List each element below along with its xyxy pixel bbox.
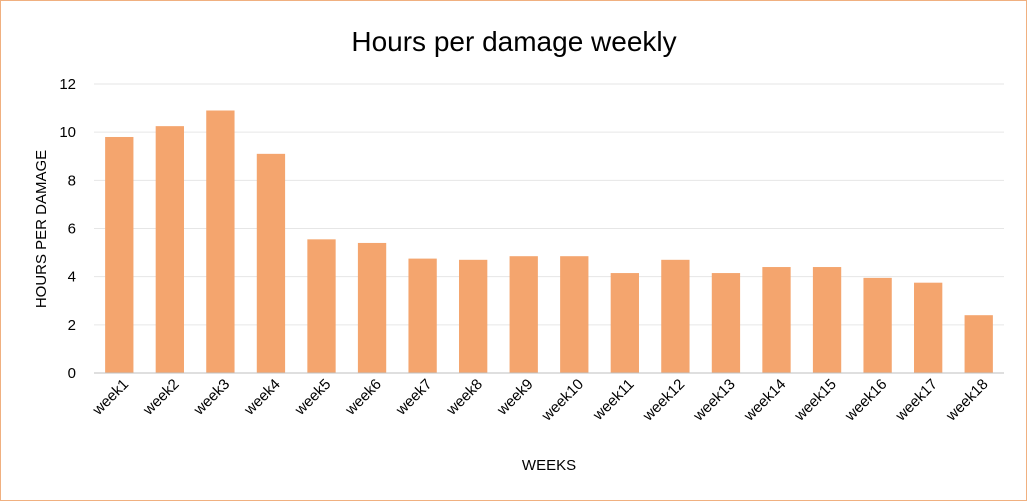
x-tick-label: week6: [341, 376, 384, 419]
y-tick-label: 12: [59, 76, 76, 93]
x-tick-label: week11: [589, 376, 638, 425]
bar-week7: [408, 258, 437, 373]
x-tick-labels: week1 week2 week3 week4 week5 week6 week7 week8…: [89, 376, 992, 425]
bar-week1: [105, 136, 134, 373]
bar-week17: [914, 282, 943, 373]
x-tick-label: week3: [190, 376, 233, 419]
y-tick-label: 10: [59, 124, 76, 141]
x-axis-title: WEEKS: [522, 457, 576, 474]
bar-week18: [964, 315, 993, 373]
y-tick-label: 0: [68, 365, 76, 382]
bar-week10: [560, 256, 589, 373]
x-tick-label: week13: [689, 376, 738, 425]
x-tick-label: week5: [291, 376, 334, 419]
bar-week2: [155, 126, 184, 373]
bar-week6: [357, 242, 387, 373]
bar-week16: [863, 277, 892, 373]
grid-lines: [94, 83, 1004, 326]
bar-week8: [459, 259, 488, 373]
bar-week12: [661, 259, 690, 373]
y-tick-label: 6: [68, 221, 76, 238]
bar-week9: [509, 256, 538, 373]
bars: [105, 110, 993, 373]
bar-week11: [610, 273, 639, 373]
y-tick-label: 4: [68, 269, 76, 286]
x-tick-label: week14: [740, 376, 789, 425]
x-tick-label: week9: [493, 376, 536, 419]
x-tick-label: week16: [841, 376, 890, 425]
y-axis-title: HOURS PER DAMAGE: [33, 150, 50, 308]
x-tick-label: week18: [942, 376, 991, 425]
x-tick-label: week17: [892, 376, 941, 425]
chart-title: Hours per damage weekly: [351, 26, 676, 57]
x-tick-label: week4: [240, 376, 283, 419]
x-tick-label: week1: [89, 376, 132, 419]
bar-week4: [256, 153, 286, 373]
bar-week3: [206, 110, 235, 373]
bar-week13: [711, 273, 741, 373]
y-tick-label: 8: [68, 172, 76, 189]
x-tick-label: week10: [538, 376, 587, 425]
x-tick-label: week12: [639, 376, 688, 425]
x-tick-label: week2: [139, 376, 182, 419]
y-tick-labels: 0 2 4 6 8 10 12: [59, 76, 76, 382]
x-tick-label: week8: [443, 376, 486, 419]
bar-week15: [812, 267, 842, 373]
x-tick-label: week7: [392, 376, 435, 419]
y-tick-label: 2: [68, 317, 76, 334]
x-tick-label: week15: [791, 376, 840, 425]
bar-week5: [307, 239, 336, 373]
bar-week14: [762, 267, 791, 373]
